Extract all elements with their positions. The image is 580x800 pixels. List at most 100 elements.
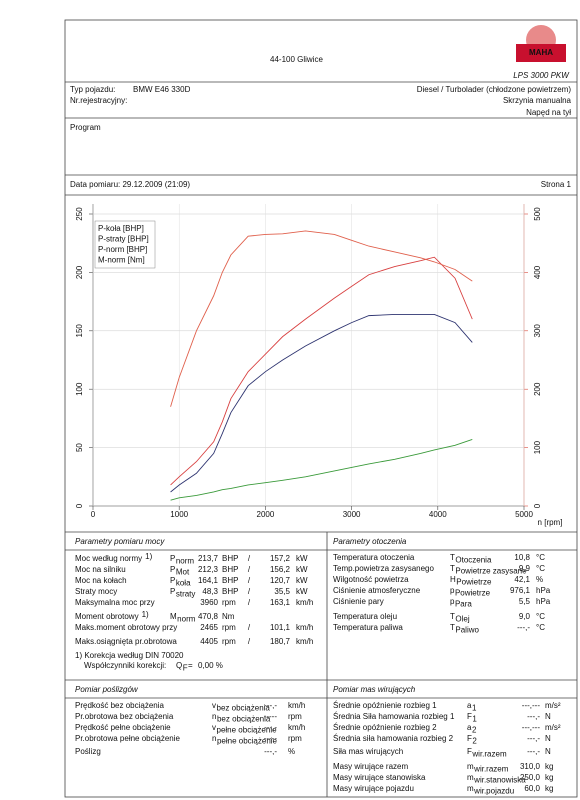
row-label: Ciśnienie pary — [333, 597, 384, 606]
symbol: n — [212, 712, 216, 721]
symbol: F — [467, 712, 472, 721]
row-label: Temperatura paliwa — [333, 623, 403, 632]
symbol: P — [170, 554, 175, 563]
symbol: T — [450, 612, 455, 621]
unit: rpm — [222, 623, 236, 632]
data-line — [170, 230, 473, 407]
unit: N — [545, 712, 551, 721]
value: ---,--- — [522, 701, 541, 710]
symbol-sub: Mot — [176, 568, 190, 577]
symbol: F — [467, 734, 472, 743]
value: 2465 — [200, 623, 218, 632]
y-tick-label: 0 — [75, 503, 84, 508]
unit: kg — [545, 762, 553, 771]
value: 213,7 — [198, 554, 219, 563]
unit: Nm — [222, 612, 235, 621]
row-label: Moc według normy — [75, 554, 142, 563]
gearbox: Skrzynia manualna — [503, 96, 572, 105]
row-label: Masy wirujące stanowiska — [333, 773, 426, 782]
x-tick-label: 2000 — [257, 510, 275, 519]
unit: °C — [536, 612, 545, 621]
row-label: Średnia Siła hamowania rozbieg 1 — [333, 712, 455, 721]
y-tick-label: 200 — [75, 265, 84, 279]
unit: °C — [536, 623, 545, 632]
model: LPS 3000 PKW — [513, 71, 570, 80]
value: 9,0 — [519, 612, 531, 621]
unit: % — [536, 575, 543, 584]
row-label: Temperatura oleju — [333, 612, 397, 621]
value: ---,- — [527, 747, 540, 756]
value: 35,5 — [274, 587, 290, 596]
separator: / — [248, 598, 251, 607]
symbol: P — [170, 587, 175, 596]
section-title: Parametry otoczenia — [333, 537, 407, 546]
value: 60,0 — [524, 784, 540, 793]
unit: kW — [296, 576, 308, 585]
value: ---,- — [517, 623, 530, 632]
y-tick-label: 150 — [75, 324, 84, 338]
symbol: F — [467, 747, 472, 756]
row-label: Temp.powietrza zasysanego — [333, 564, 434, 573]
data-line — [170, 256, 473, 486]
symbol: m — [467, 773, 474, 782]
symbol-sub: norm — [176, 557, 195, 566]
x-tick-label: 1000 — [170, 510, 188, 519]
symbol-sub: F — [183, 664, 188, 673]
row-label: Pr.obrotowa bez obciążenia — [75, 712, 174, 721]
value: ----- — [264, 712, 278, 721]
row-label: Straty mocy — [75, 587, 117, 596]
x-tick-label: 0 — [91, 510, 96, 519]
symbol-sub: Powietrze — [455, 589, 491, 598]
legend-entry: P-straty [BHP] — [98, 235, 149, 244]
unit: kW — [296, 565, 308, 574]
unit: m/s² — [545, 701, 561, 710]
value: ---,- — [527, 712, 540, 721]
data-line — [170, 438, 473, 501]
value: 120,7 — [270, 576, 291, 585]
value: 156,2 — [270, 565, 291, 574]
unit: kW — [296, 554, 308, 563]
logo-box — [516, 44, 566, 62]
symbol: v — [212, 723, 216, 732]
symbol-sub: bez obciążenia — [217, 704, 271, 713]
unit: BHP — [222, 554, 238, 563]
value: ---,- — [527, 734, 540, 743]
unit: °C — [536, 564, 545, 573]
x-axis-label: n [rpm] — [538, 518, 563, 527]
symbol-sub: Paliwo — [455, 626, 479, 635]
row-label: Średnie opóźnienie rozbieg 1 — [333, 701, 437, 710]
symbol-sub: bez obciążenia — [217, 715, 271, 724]
note-ref: 1) — [145, 552, 152, 561]
data-line — [170, 313, 473, 493]
symbol-sub: koła — [176, 579, 191, 588]
location: 44-100 Gliwice — [270, 55, 323, 64]
row-label: Poślizg — [75, 747, 101, 756]
symbol-sub: wir.razem — [471, 750, 507, 759]
unit: rpm — [288, 712, 302, 721]
legend-box — [94, 220, 156, 269]
row-label: Maks.osiągnięta pr.obrotowa — [75, 637, 177, 646]
note-ref: 1) — [142, 610, 149, 619]
y2-tick-label: 400 — [533, 265, 542, 279]
separator: / — [248, 565, 251, 574]
symbol-sub: wir.razem — [473, 765, 509, 774]
logo: MAHA — [529, 48, 553, 57]
separator: / — [248, 637, 251, 646]
value: 3960 — [200, 598, 218, 607]
symbol-sub: wir.pojazdu — [473, 787, 514, 796]
unit: kW — [296, 587, 308, 596]
unit: % — [288, 747, 295, 756]
symbol: a — [467, 701, 472, 710]
row-label: Moc na kołach — [75, 576, 127, 585]
unit: rpm — [222, 637, 236, 646]
symbol-sub: straty — [176, 590, 196, 599]
field-label: Typ pojazdu: — [70, 85, 115, 94]
y2-tick-label: 200 — [533, 382, 542, 396]
symbol: M — [170, 612, 177, 621]
unit: BHP — [222, 587, 238, 596]
unit: hPa — [536, 586, 551, 595]
value: ---,- — [264, 747, 277, 756]
unit: kg — [545, 773, 553, 782]
unit: rpm — [288, 734, 302, 743]
value: 310,0 — [520, 762, 541, 771]
